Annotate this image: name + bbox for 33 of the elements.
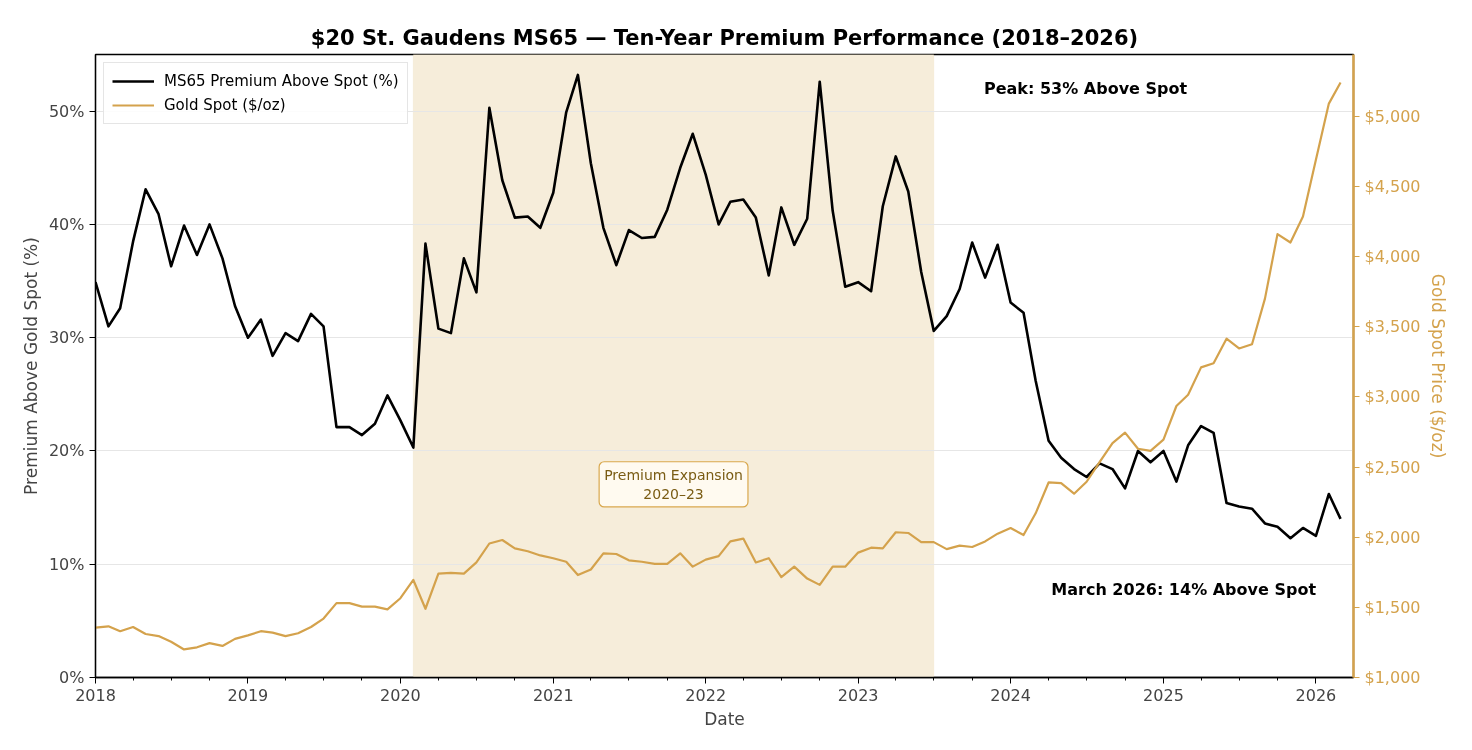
x-tick-label: 2023 xyxy=(837,685,879,705)
x-tick-label: 2022 xyxy=(685,685,727,705)
band-label: Premium Expansion 2020–23 xyxy=(604,466,743,502)
y2-tick-label: $2,500 xyxy=(1364,457,1421,477)
y2-tick-label: $1,000 xyxy=(1364,668,1421,687)
annotation: March 2026: 14% Above Spot xyxy=(1051,580,1317,600)
y2-tick-label: $5,000 xyxy=(1364,106,1421,126)
y-tick-label: 50% xyxy=(48,101,85,121)
y-tick-label: 20% xyxy=(48,441,85,461)
x-tick-label: 2021 xyxy=(532,685,574,705)
y-tick-label: 30% xyxy=(48,328,85,348)
x-tick-label: 2019 xyxy=(227,685,269,705)
y-axis-title: Premium Above Gold Spot (%) xyxy=(20,237,41,495)
annotation: Peak: 53% Above Spot xyxy=(983,79,1188,99)
y2-tick-label: $1,500 xyxy=(1364,597,1421,617)
x-tick-label: 2026 xyxy=(1295,685,1337,705)
x-tick-label: 2020 xyxy=(380,685,421,705)
chart-title: $20 St. Gaudens MS65 — Ten-Year Premium Performance (2018–2026) xyxy=(310,25,1139,50)
x-tick-label: 2024 xyxy=(990,685,1031,705)
y2-tick-label: $4,500 xyxy=(1364,176,1421,196)
y2-tick-label: $2,000 xyxy=(1364,527,1421,547)
y-tick-label: 40% xyxy=(48,214,85,234)
x-tick-label: 2018 xyxy=(75,685,116,705)
y-tick-label: 10% xyxy=(48,554,85,574)
x-tick-label: 2025 xyxy=(1143,685,1184,705)
x-axis-title: Date xyxy=(704,708,745,729)
y2-tick-label: $4,000 xyxy=(1364,247,1421,267)
legend-label: Gold Spot ($/oz) xyxy=(164,96,286,114)
y2-axis-title: Gold Spot Price ($/oz) xyxy=(1428,273,1449,459)
y-tick-label: 0% xyxy=(59,668,85,687)
legend-label: MS65 Premium Above Spot (%) xyxy=(164,72,399,90)
y2-tick-label: $3,000 xyxy=(1364,387,1421,407)
y2-tick-label: $3,500 xyxy=(1364,317,1421,337)
